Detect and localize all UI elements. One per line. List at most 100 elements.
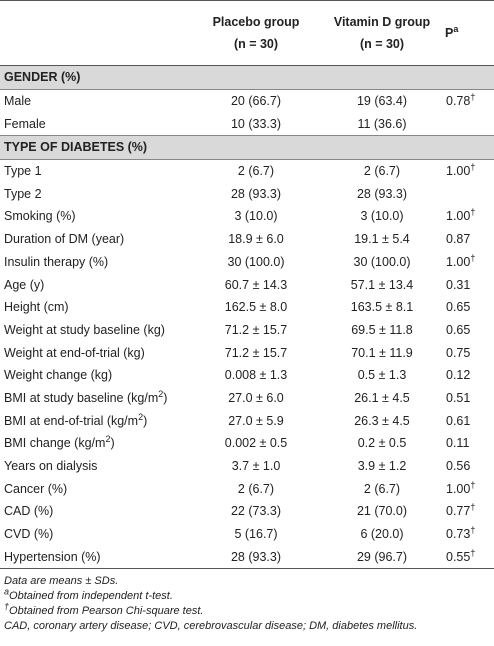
table-cell: 0.77† [444,500,494,523]
table-cell: 3 (10.0) [320,205,444,228]
table-row: Age (y) 60.7 ± 14.3 57.1 ± 13.4 0.31 [0,273,494,296]
cell-text: 0.11 [446,436,470,451]
cell-text: 19.1 ± 5.4 [354,232,410,247]
table-cell: 0.5 ± 1.3 [320,364,444,387]
cell-text: 70.1 ± 11.9 [351,345,413,360]
section-title: GENDER (%) [4,70,81,85]
superscript: † [470,479,476,490]
table-cell: 1.00† [444,477,494,500]
cell-text: 5 (16.7) [234,527,278,542]
cell-text: Male [4,94,32,109]
cell-text: 27.0 ± 6.0 [228,390,284,405]
table-cell: Years on dialysis [0,455,192,478]
cell-text: Weight at study baseline (kg) [4,322,165,337]
table-cell: Male [0,89,192,112]
table-row: GENDER (%) [0,65,494,90]
cell-text: 0.55 [446,549,471,564]
cell-text: BMI at end-of-trial (kg/m [4,413,139,428]
cell-text: 3.7 ± 1.0 [231,459,281,474]
footnote: CAD, coronary artery disease; CVD, cereb… [4,619,490,634]
table-cell: CVD (%) [0,523,192,546]
table-row: Cancer (%) 2 (6.7) 2 (6.7) 1.00† [0,477,494,500]
cell-text: Cancer (%) [4,481,68,496]
table-cell: Smoking (%) [0,205,192,228]
table-cell: BMI at study baseline (kg/m2) [0,387,192,410]
table-cell: 10 (33.3) [192,112,320,135]
cell-text: 0.73 [446,527,471,542]
cell-text: ) [110,436,115,451]
header-line: (n = 30) [233,37,279,51]
table-cell: 2 (6.7) [320,159,444,182]
table-cell: 0.61 [444,409,494,432]
table-row: Female 10 (33.3) 11 (36.6) [0,112,494,135]
cell-text: 3.9 ± 1.2 [357,459,407,474]
table-cell: Weight at study baseline (kg) [0,319,192,342]
cell-text: ) [163,390,168,405]
table-row: Duration of DM (year) 18.9 ± 6.0 19.1 ± 5.… [0,228,494,251]
cell-text: 10 (33.3) [230,116,282,131]
cell-text: 2 (6.7) [237,164,275,179]
cell-text: 27.0 ± 5.9 [228,413,284,428]
header-cell: Pa [444,0,494,66]
superscript: † [470,547,476,558]
table-cell: 26.1 ± 4.5 [320,387,444,410]
cell-text: Insulin therapy (%) [4,254,109,269]
table-row: Insulin therapy (%) 30 (100.0) 30 (100.0) 1… [0,251,494,274]
superscript: † [470,502,476,513]
cell-text: P [445,26,454,40]
table-cell: 0.55† [444,545,494,568]
cell-text: 0.008 ± 1.3 [224,368,288,383]
cell-text: 22 (73.3) [230,504,282,519]
table-cell: 28 (93.3) [192,545,320,568]
table-row: Smoking (%) 3 (10.0) 3 (10.0) 1.00† [0,205,494,228]
cell-text: 19 (63.4) [356,94,408,109]
table-cell: 2 (6.7) [192,477,320,500]
table-cell: 28 (93.3) [320,182,444,205]
table-row: Height (cm) 162.5 ± 8.0 163.5 ± 8.1 0.65 [0,296,494,319]
cell-text: 11 (36.6) [357,116,407,131]
table-cell: 27.0 ± 6.0 [192,387,320,410]
table-row: Type 2 28 (93.3) 28 (93.3) [0,182,494,205]
table-row: Years on dialysis 3.7 ± 1.0 3.9 ± 1.2 0.56 [0,455,494,478]
table-cell: 162.5 ± 8.0 [192,296,320,319]
cell-text: 28 (93.3) [230,186,282,201]
table-cell: 0.12 [444,364,494,387]
table-cell: 27.0 ± 5.9 [192,409,320,432]
cell-text: 0.31 [446,277,471,292]
table-cell: 3.9 ± 1.2 [320,455,444,478]
header-line: Vitamin D group [333,15,431,29]
table-row: Weight at study baseline (kg) 71.2 ± 15.7… [0,319,494,342]
table-cell: 0.65 [444,296,494,319]
table-cell: 71.2 ± 15.7 [192,319,320,342]
table-cell: 0.65 [444,319,494,342]
table-row: Hypertension (%) 28 (93.3) 29 (96.7) 0.55† [0,545,494,568]
table-cell: 22 (73.3) [192,500,320,523]
table-row: CAD (%) 22 (73.3) 21 (70.0) 0.77† [0,500,494,523]
cell-text: 0.51 [446,390,471,405]
table-cell: Type 2 [0,182,192,205]
table-cell: 26.3 ± 4.5 [320,409,444,432]
table-cell: Weight at end-of-trial (kg) [0,341,192,364]
cell-text: 162.5 ± 8.0 [224,300,288,315]
superscript: 2 [158,388,164,399]
cell-text: Duration of DM (year) [4,232,125,247]
table-cell: 70.1 ± 11.9 [320,341,444,364]
superscript: † [470,207,476,218]
table-cell: Hypertension (%) [0,545,192,568]
table-cell: 0.11 [444,432,494,455]
cell-text: ) [143,413,148,428]
superscript: 2 [138,411,144,422]
cell-text: 0.87 [446,232,471,247]
table-cell: 29 (96.7) [320,545,444,568]
table-cell: 30 (100.0) [192,251,320,274]
table-cell: 19.1 ± 5.4 [320,228,444,251]
table-cell: 6 (20.0) [320,523,444,546]
table-cell: Cancer (%) [0,477,192,500]
table-cell: 0.51 [444,387,494,410]
cell-text: 71.2 ± 15.7 [224,345,288,360]
header-cell: Vitamin D group (n = 30) [320,0,444,66]
table-cell: 20 (66.7) [192,89,320,112]
table-cell: Female [0,112,192,135]
cell-text: Hypertension (%) [4,549,101,564]
